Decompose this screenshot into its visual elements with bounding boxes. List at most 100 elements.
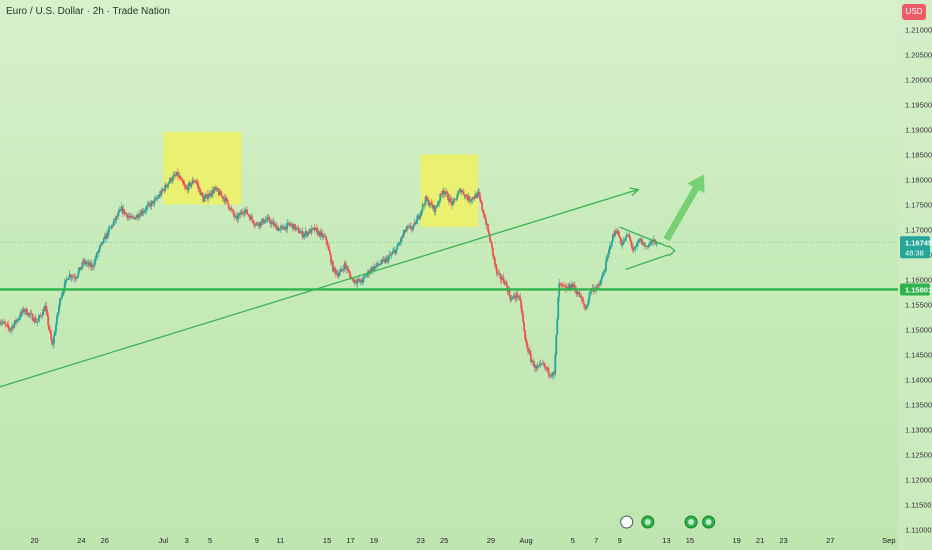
candle [605, 256, 607, 273]
candle [499, 272, 502, 284]
candle [399, 239, 402, 246]
candle [297, 225, 300, 234]
candle [576, 290, 579, 297]
candle [376, 263, 379, 268]
candle [573, 281, 576, 294]
candle [389, 251, 392, 257]
candle [329, 249, 331, 256]
projection-arrow[interactable] [663, 174, 705, 242]
candle [49, 327, 52, 335]
candle [58, 303, 60, 316]
candle [126, 213, 129, 221]
candle [43, 305, 46, 312]
candle [32, 317, 35, 323]
event-icons[interactable] [620, 515, 716, 529]
current-price-tag[interactable] [900, 236, 930, 259]
candle [554, 350, 557, 378]
candle [348, 269, 351, 279]
candle [555, 334, 558, 357]
candle [628, 230, 631, 240]
candle [294, 223, 296, 232]
supply-zones [163, 132, 479, 228]
candle [272, 217, 275, 229]
candle [240, 209, 243, 215]
candle [449, 194, 451, 204]
candle [5, 323, 8, 327]
support-price-tag[interactable] [900, 283, 930, 296]
candle [630, 239, 633, 250]
candle [56, 313, 58, 326]
candle [642, 242, 644, 245]
currency-badge[interactable]: USD [902, 4, 926, 20]
flag-event-icon[interactable] [684, 515, 698, 529]
candle [559, 282, 562, 287]
candle [463, 194, 466, 200]
candle [310, 224, 313, 237]
time-tick-label: Jul [158, 536, 168, 545]
candle [374, 265, 377, 269]
candle [33, 315, 36, 325]
lightning-event-icon[interactable] [620, 515, 634, 529]
flag-event-icon-2[interactable] [702, 515, 716, 529]
candle [557, 296, 560, 321]
candle [116, 212, 119, 219]
candle [538, 360, 541, 367]
candle [577, 291, 580, 295]
supply-zone-2[interactable] [420, 154, 479, 228]
candle [563, 285, 565, 287]
candle [247, 213, 249, 217]
candle [293, 223, 295, 230]
candle [604, 267, 606, 274]
candle [117, 208, 120, 220]
time-tick-label: 24 [77, 536, 85, 545]
drawings[interactable] [0, 174, 898, 388]
candle [113, 218, 116, 226]
triangle-lower-line[interactable] [625, 253, 670, 271]
news-event-icon[interactable] [641, 515, 655, 529]
candle [167, 183, 170, 190]
price-tick-label: 1.12000 [905, 476, 932, 485]
candle [323, 232, 326, 238]
candle [224, 194, 227, 205]
candle [76, 275, 79, 280]
candle [48, 324, 51, 332]
price-tick-label: 1.15500 [905, 301, 932, 310]
candle [196, 178, 199, 189]
candle [344, 260, 347, 270]
candle [637, 239, 640, 247]
candle [411, 225, 413, 232]
candle [89, 261, 92, 266]
candle [275, 222, 278, 230]
candle [96, 251, 98, 261]
candle [58, 297, 61, 310]
candle [281, 224, 284, 231]
candle [11, 323, 13, 333]
candle [585, 303, 588, 310]
candle [165, 182, 168, 188]
candle [215, 185, 217, 192]
candle [570, 280, 573, 288]
candle [479, 192, 482, 203]
candle [586, 304, 589, 309]
time-axis[interactable]: 20 24 26 Jul 3 5 9 11 15 17 19 23 25 29 Aug 5 7 9 13 15 19 21… [30, 536, 895, 545]
candle [163, 187, 166, 194]
candle [230, 204, 233, 213]
candle [647, 245, 649, 250]
candle [54, 329, 56, 337]
candle [571, 282, 574, 289]
candle [17, 318, 19, 322]
candle [41, 311, 44, 319]
candle [335, 268, 338, 276]
candle [208, 189, 210, 197]
candle [427, 197, 430, 207]
candle [279, 224, 282, 233]
candle [337, 271, 340, 280]
candle [385, 255, 388, 264]
triangle-upper-line[interactable] [619, 226, 670, 248]
price-axis[interactable]: 1.21000 1.20500 1.20000 1.19500 1.19000 1.185… [898, 0, 932, 550]
candle [432, 204, 435, 210]
candle [519, 293, 522, 302]
trendline[interactable] [0, 188, 639, 388]
